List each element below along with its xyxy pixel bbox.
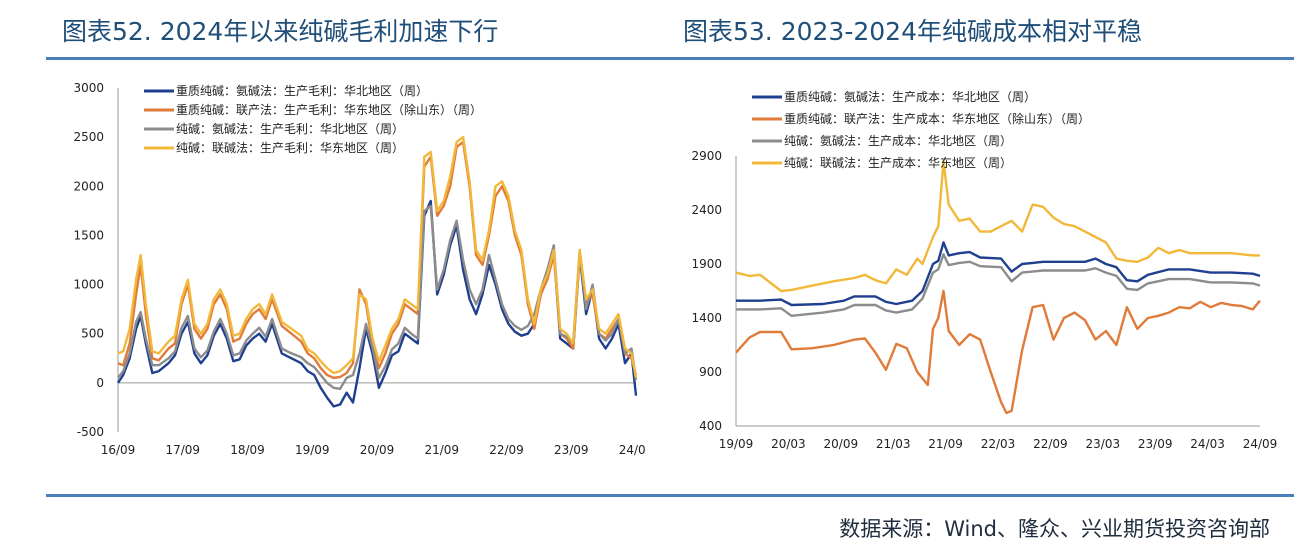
figure2-title: 图表53. 2023-2024年纯碱成本相对平稳: [683, 17, 1142, 46]
chart1-legend-label: 纯碱：联碱法：生产毛利：华东地区（周）: [176, 141, 404, 155]
top-rule: [46, 57, 1294, 60]
chart2-x-tick-label: 20/09: [824, 437, 859, 451]
chart2-y-tick-label: 900: [699, 365, 722, 379]
chart1-y-tick-label: 2000: [73, 179, 104, 193]
chart1-y-tick-label: 1500: [73, 228, 104, 242]
chart2-x-tick-label: 21/09: [928, 437, 963, 451]
chart2-x-tick-label: 24/03: [1190, 437, 1225, 451]
chart2-x-tick-label: 22/03: [981, 437, 1016, 451]
chart2-x-tick-label: 21/03: [876, 437, 911, 451]
chart1-y-tick-label: 0: [96, 376, 104, 390]
chart2-series-line-4: [735, 160, 1260, 293]
chart-production-cost: 400 900 1400 1900 2400 2900 19/09 20/03 20/09 21/…: [691, 90, 1278, 451]
figure1-title: 图表52. 2024年以来纯碱毛利加速下行: [62, 17, 499, 46]
chart1-x-tick-label: 22/09: [489, 443, 524, 457]
chart1-series-line-4: [117, 135, 638, 379]
chart1-series-line-2: [117, 140, 638, 380]
chart1-x-tick-label: 17/09: [165, 443, 200, 457]
chart-gross-margin: -500 0 500 1000 1500 2000 2500 3000 16/09 17/09 18…: [73, 81, 646, 457]
chart2-x-tick-label: 22/09: [1033, 437, 1068, 451]
chart1-x-tick-label: 23/09: [554, 443, 589, 457]
chart1-y-tick-label: 3000: [73, 81, 104, 95]
chart2-legend-label: 纯碱：联碱法：生产成本：华东地区（周）: [784, 156, 1012, 170]
bottom-rule: [46, 494, 1294, 497]
chart2-x-tick-label: 19/09: [719, 437, 754, 451]
chart2-y-tick-label: 2900: [691, 149, 722, 163]
chart2-x-tick-label: 20/03: [771, 437, 806, 451]
chart1-x-tick-label: 20/09: [360, 443, 395, 457]
chart1-x-tick-label: 19/09: [295, 443, 330, 457]
chart1-legend-label: 纯碱：氨碱法：生产毛利：华北地区（周）: [176, 122, 404, 136]
chart1-y-tick-label: 1000: [73, 278, 104, 292]
chart1-y-tick-label: -500: [77, 425, 104, 439]
chart2-y-tick-label: 1900: [691, 257, 722, 271]
chart2-legend-label: 重质纯碱：氨碱法：生产成本：华北地区（周）: [784, 90, 1036, 104]
chart2-x-tick-label: 23/09: [1138, 437, 1173, 451]
chart2-series-line-3: [736, 253, 1261, 318]
chart2-series-line-1: [736, 241, 1261, 307]
chart1-legend-label: 重质纯碱：联产法：生产毛利：华东地区（除山东）（周）: [176, 102, 482, 117]
chart2-x-tick-label: 23/03: [1086, 437, 1121, 451]
chart1-y-tick-label: 500: [81, 327, 104, 341]
chart2-y-tick-label: 400: [699, 419, 722, 433]
chart2-x-tick-label: 24/09: [1243, 437, 1278, 451]
chart2-legend-label: 重质纯碱：联产法：生产成本：华东地区（除山东）（周）: [784, 111, 1090, 126]
chart1-x-tick-label: 18/09: [230, 443, 265, 457]
chart1-x-tick-label: 16/09: [101, 443, 136, 457]
chart2-legend-label: 纯碱：氨碱法：生产成本：华北地区（周）: [784, 134, 1012, 148]
chart1-x-tick-label: 24/09: [619, 443, 646, 457]
chart1-series-line-3: [117, 204, 638, 390]
chart2-y-tick-label: 2400: [691, 203, 722, 217]
chart2-series-line-2: [735, 289, 1261, 415]
chart1-y-tick-label: 2500: [73, 130, 104, 144]
chart2-y-tick-label: 1400: [691, 311, 722, 325]
chart1-legend-label: 重质纯碱：氨碱法：生产毛利：华北地区（周）: [176, 84, 428, 98]
chart1-x-tick-label: 21/09: [424, 443, 459, 457]
source-note: 数据来源：Wind、隆众、兴业期货投资咨询部: [839, 517, 1270, 541]
